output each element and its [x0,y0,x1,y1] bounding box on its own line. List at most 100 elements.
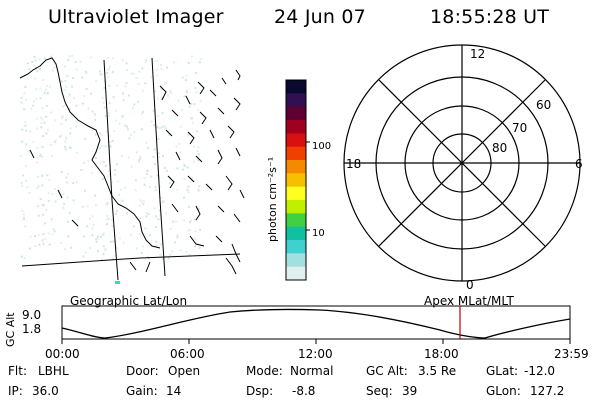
uv-speckle [67,220,69,223]
uv-speckle [126,128,129,131]
uv-speckle [48,178,51,181]
colorbar-tick-10: 10 [312,228,325,239]
colorbar [285,79,310,281]
uv-speckle [181,109,184,112]
parallel-line [21,253,241,267]
uv-speckle [83,189,86,192]
uv-speckle [25,179,27,182]
uv-speckle [199,100,202,103]
uv-speckle [147,255,149,258]
uv-speckle [121,115,124,118]
uv-speckle [122,99,125,102]
uv-speckle [138,233,141,236]
uv-speckle [22,217,25,220]
uv-speckle [117,193,120,196]
time-tick-1200: 12:00 [298,347,333,361]
uv-speckle [37,214,40,217]
uv-speckle [141,89,144,92]
uv-speckle [140,201,143,204]
uv-speckle [41,174,44,177]
uv-speckle [99,73,102,76]
mlt-label-18: 18 [346,157,362,171]
uv-speckle [178,143,181,146]
uv-speckle [135,247,138,250]
uv-speckle [48,243,51,246]
uv-speckle [33,77,36,80]
uv-speckle [159,127,162,130]
uv-speckle [41,146,44,149]
uv-speckle [37,185,40,188]
uv-speckle [120,154,123,157]
uv-speckle [23,92,26,95]
uv-speckle [133,131,136,133]
glat-label: GLat: [486,364,519,378]
uv-speckle [169,91,172,94]
uv-speckle [155,60,158,63]
uv-speckle [61,206,64,209]
uv-speckle [115,163,118,166]
uv-speckle [20,140,23,143]
uv-speckle [158,191,161,194]
uv-speckle [20,182,23,184]
uv-speckle [86,205,89,208]
uv-speckle [141,128,143,131]
timeline-left-title: Geographic Lat/Lon [70,294,188,308]
timeline-y-axis-label: GC Alt [4,312,17,347]
uv-speckle [168,133,171,136]
uv-speckle [163,124,166,127]
uv-speckle [90,92,92,95]
uv-speckle [23,257,26,259]
lat-label-60: 60 [536,98,552,112]
uv-speckle [98,147,101,150]
gc-alt-label: GC Alt: [366,364,408,378]
uv-speckle [171,250,174,253]
colorbar-frame [285,79,307,281]
door-value: Open [168,364,201,378]
uv-speckle [186,91,189,94]
uv-speckle [40,116,42,119]
uv-speckle [116,84,119,87]
uv-speckle [70,85,73,88]
uv-speckle [159,214,162,217]
uv-speckle [175,145,178,148]
uv-speckle [35,117,38,120]
polar-ring-80 [432,133,492,193]
uv-speckle [67,74,70,77]
uv-speckle [20,101,23,104]
colorbar-segment [286,173,306,188]
uv-speckle [125,213,128,216]
uv-speckle [69,147,72,149]
uv-speckle [115,210,118,213]
uv-speckle [72,199,75,202]
uv-speckle [183,219,186,222]
uv-speckle [68,93,71,96]
uv-speckle [102,245,105,248]
meridian-line [103,59,119,281]
uv-speckle [54,139,57,142]
polar-ring-70 [404,105,520,221]
uv-speckle [154,90,156,93]
uv-speckle [34,69,37,71]
uv-speckle [35,88,38,91]
uv-speckle [113,130,116,133]
uv-speckle [63,65,66,68]
uv-speckle [168,182,171,185]
uv-speckle [149,186,152,188]
uv-speckle [139,204,141,207]
uv-speckle [92,223,95,226]
uv-speckle [193,179,196,182]
uv-speckle [157,218,160,221]
uv-speckle [21,184,24,187]
uv-speckle [50,55,53,58]
uv-speckle [84,251,87,254]
uv-speckle [102,253,105,256]
uv-speckle [67,235,70,238]
uv-speckle [45,115,48,118]
uv-speckle [172,61,175,64]
uv-speckle [42,204,45,207]
uv-speckle [185,251,188,254]
uv-speckle [40,126,43,129]
uv-speckle [25,143,28,146]
uv-speckle [106,202,109,205]
uv-speckle [38,234,41,237]
